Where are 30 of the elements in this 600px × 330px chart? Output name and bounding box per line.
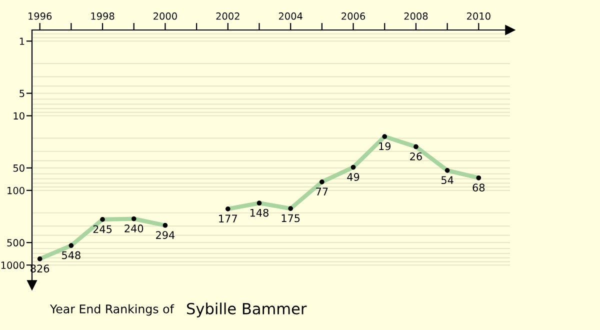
data-label: 49 (347, 173, 360, 181)
data-label: 148 (250, 208, 268, 217)
data-label: 548 (62, 251, 80, 260)
data-label: 240 (124, 224, 144, 232)
data-label: 294 (156, 231, 175, 239)
y-tick-label: 1000 (1, 262, 24, 269)
y-tick-label: 10 (14, 112, 24, 120)
x-tick-label: 2010 (466, 12, 490, 20)
data-label: 175 (282, 214, 300, 222)
y-tick-label: 1 (20, 38, 24, 45)
x-tick-label: 2000 (154, 12, 177, 20)
y-tick-label: 500 (7, 239, 24, 246)
y-tick-label: 100 (8, 186, 24, 194)
text: Year End Rankings of (50, 304, 174, 316)
x-tick-label: 2004 (278, 12, 302, 20)
y-tick-label: 50 (13, 164, 24, 172)
y-tick-label: 5 (20, 90, 24, 98)
x-tick-label: 2006 (342, 12, 366, 20)
text: Sybille Bammer (187, 302, 307, 318)
data-label: 26 (410, 152, 422, 160)
x-tick-label: 2008 (404, 12, 428, 20)
x-tick-label: 2002 (216, 12, 240, 20)
data-label: 68 (472, 184, 485, 192)
data-label: 245 (93, 225, 112, 234)
data-label: 77 (316, 188, 328, 196)
data-label: 54 (441, 176, 454, 184)
data-label: 19 (379, 142, 391, 150)
data-label: 177 (219, 214, 237, 222)
x-tick-label: 1996 (28, 12, 52, 20)
x-tick-label: 1998 (91, 12, 114, 20)
